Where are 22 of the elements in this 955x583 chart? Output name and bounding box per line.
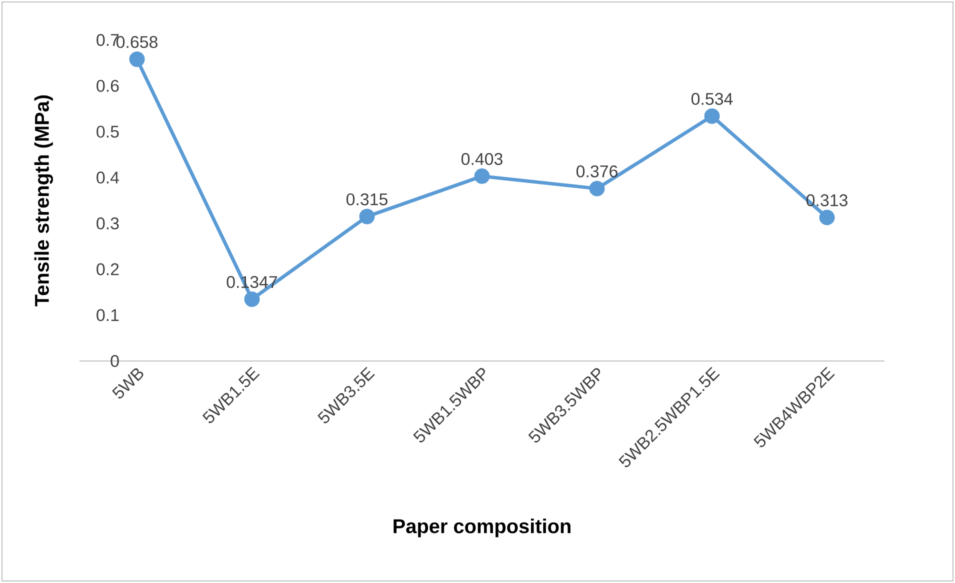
point bbox=[244, 291, 260, 307]
x-axis-title: Paper composition bbox=[394, 518, 570, 538]
y-tick-label: 0.5 bbox=[96, 126, 119, 138]
point bbox=[704, 108, 720, 124]
y-tick-label: 0.6 bbox=[96, 80, 119, 92]
y-tick-label: 0.4 bbox=[96, 172, 119, 184]
data-label: 0.376 bbox=[576, 165, 618, 178]
point bbox=[589, 180, 605, 196]
y-tick-label: 0.3 bbox=[96, 217, 119, 230]
y-tick-label: 0.1 bbox=[96, 309, 119, 322]
y-tick-label: 0 bbox=[110, 354, 119, 367]
data-label: 0.403 bbox=[461, 152, 502, 165]
y-tick-label: 0.2 bbox=[96, 263, 119, 276]
data-label: 0.534 bbox=[691, 92, 733, 105]
y-tick-label: 0.7 bbox=[96, 34, 119, 46]
data-label: 0.315 bbox=[346, 193, 388, 206]
point bbox=[474, 168, 490, 184]
y-axis-title: Tensile strength (MPa) bbox=[34, 95, 53, 306]
data-label: 0.658 bbox=[116, 36, 158, 48]
point bbox=[819, 210, 835, 226]
point bbox=[129, 52, 145, 68]
point bbox=[359, 208, 375, 224]
